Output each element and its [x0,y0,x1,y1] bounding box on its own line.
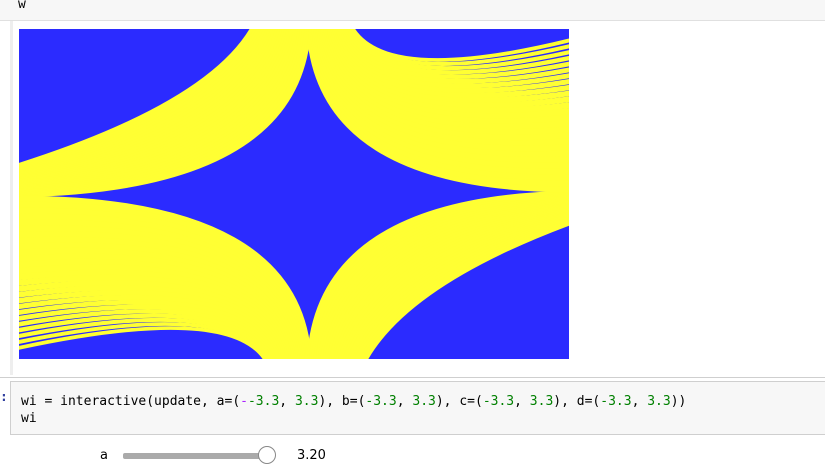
contour-stripe [350,29,569,62]
slider-widget-a: a 3.20 [0,440,825,464]
num: -3.3 [482,394,515,409]
slider-fill [124,454,267,458]
code-editor[interactable]: wi = interactive(update, a=(--3.3, 3.3),… [10,381,825,435]
code-line-1: wi = interactive(update, a=(--3.3, 3.3),… [21,394,687,409]
interference-plot [19,29,569,359]
num: -3.3 [247,394,280,409]
num: 3.3 [412,394,436,409]
slider-track[interactable] [123,453,270,459]
top-code-cell[interactable]: w [0,0,825,21]
slider-label: a [100,448,108,463]
code-cell[interactable]: : wi = interactive(update, a=(--3.3, 3.3… [0,377,825,435]
code-line-2: wi [21,411,37,426]
contour-stripe [19,29,254,167]
plot-canvas [19,29,569,359]
contour-stripe [364,221,569,359]
num: 3.3 [647,394,671,409]
top-code-text: w [18,0,26,12]
cell-prompt: : [0,390,8,405]
num: 3.3 [529,394,554,409]
num: -3.3 [365,394,397,409]
output-collapse-bar[interactable] [10,21,13,375]
contour-stripe [19,326,268,359]
output-area [0,21,825,377]
slider-value: 3.20 [297,448,326,463]
slider-handle[interactable] [257,446,276,464]
num: 3.3 [294,394,319,409]
num: -3.3 [600,394,632,409]
